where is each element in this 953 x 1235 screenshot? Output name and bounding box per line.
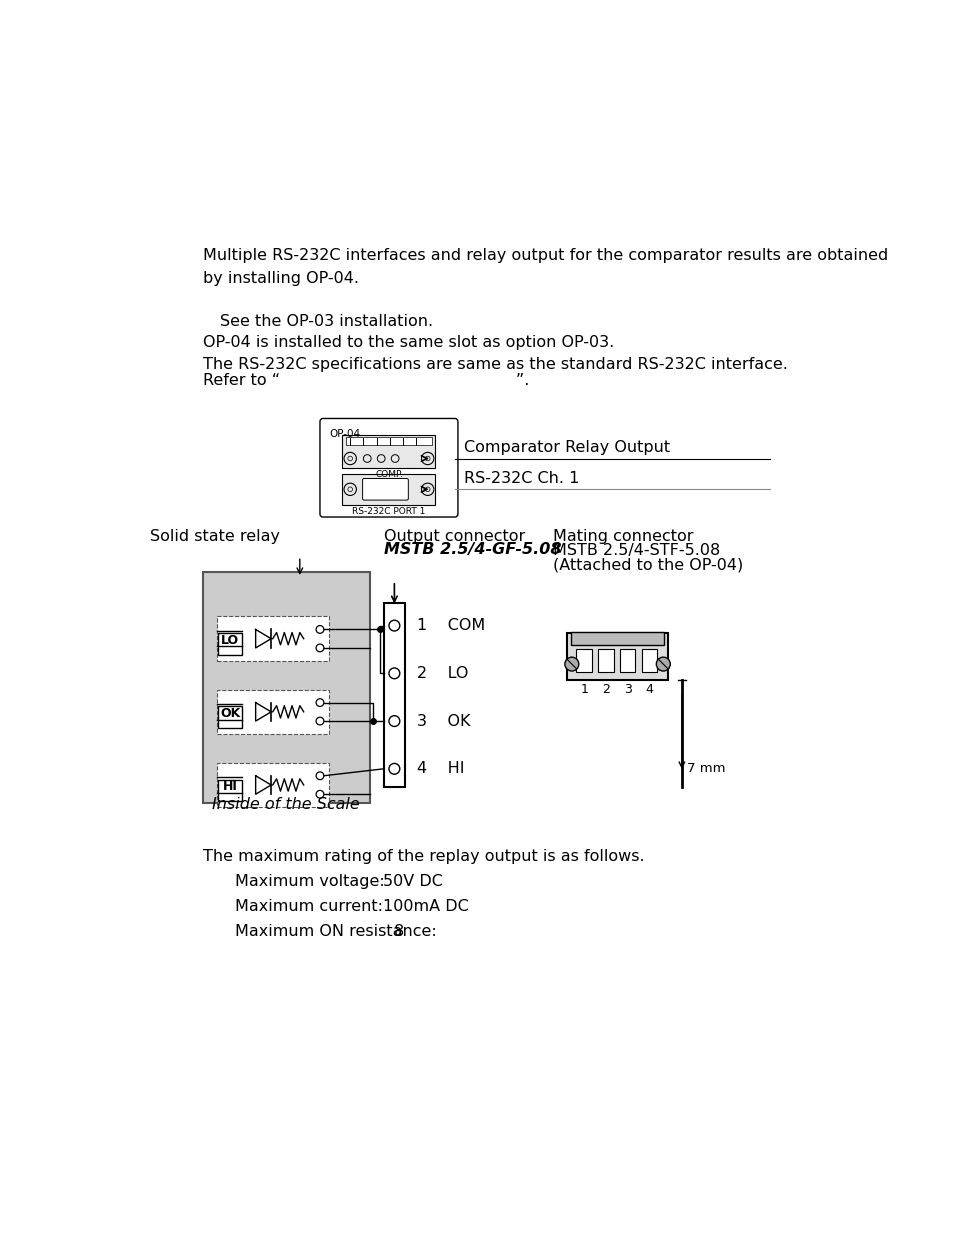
Text: 2    LO: 2 LO <box>416 666 468 680</box>
Text: OP-04 is installed to the same slot as option OP-03.: OP-04 is installed to the same slot as o… <box>203 336 614 351</box>
Text: RS-232C Ch. 1: RS-232C Ch. 1 <box>464 472 578 487</box>
Bar <box>346 437 431 445</box>
Bar <box>598 648 613 672</box>
Text: 4: 4 <box>645 683 653 697</box>
Text: 1    COM: 1 COM <box>416 618 484 634</box>
Text: Inside of the Scale: Inside of the Scale <box>213 797 360 811</box>
Text: 4    HI: 4 HI <box>416 761 464 777</box>
Text: OK: OK <box>220 706 240 720</box>
Text: LO: LO <box>221 634 239 647</box>
Bar <box>571 632 663 645</box>
Bar <box>218 706 241 727</box>
Bar <box>203 572 369 803</box>
Text: 7 mm: 7 mm <box>686 762 724 774</box>
Text: COMP.: COMP. <box>375 471 402 479</box>
Text: 50V DC: 50V DC <box>382 873 442 888</box>
Text: OP-04: OP-04 <box>329 430 360 440</box>
Text: The maximum rating of the replay output is as follows.: The maximum rating of the replay output … <box>203 848 644 864</box>
Text: Refer to “                                              ”.: Refer to “ ”. <box>203 373 529 388</box>
Text: See the OP-03 installation.: See the OP-03 installation. <box>220 314 433 329</box>
Text: Maximum voltage:: Maximum voltage: <box>235 873 385 888</box>
Bar <box>216 763 329 808</box>
Bar <box>342 474 435 505</box>
Bar <box>576 648 592 672</box>
Text: Solid state relay: Solid state relay <box>151 530 280 545</box>
Bar <box>342 436 435 468</box>
Text: 8: 8 <box>394 924 404 940</box>
Text: 2: 2 <box>601 683 609 697</box>
Text: Maximum ON resistance:: Maximum ON resistance: <box>235 924 436 940</box>
Bar <box>619 648 635 672</box>
Bar <box>216 689 329 734</box>
Text: MSTB 2.5/4-STF-5.08: MSTB 2.5/4-STF-5.08 <box>553 543 720 558</box>
Circle shape <box>564 657 578 671</box>
Bar <box>641 648 657 672</box>
Bar <box>218 634 241 655</box>
Text: (Attached to the OP-04): (Attached to the OP-04) <box>553 557 742 572</box>
Text: Maximum current:: Maximum current: <box>235 899 383 914</box>
Text: HI: HI <box>222 781 237 793</box>
Text: 100mA DC: 100mA DC <box>382 899 468 914</box>
Text: 3: 3 <box>623 683 631 697</box>
Text: The RS-232C specifications are same as the standard RS-232C interface.: The RS-232C specifications are same as t… <box>203 357 787 372</box>
Text: 1: 1 <box>579 683 588 697</box>
Text: MSTB 2.5/4-GF-5.08: MSTB 2.5/4-GF-5.08 <box>383 542 560 557</box>
FancyBboxPatch shape <box>362 478 408 500</box>
Bar <box>567 634 667 679</box>
Circle shape <box>656 657 670 671</box>
Text: Comparator Relay Output: Comparator Relay Output <box>464 441 670 456</box>
Text: Mating connector: Mating connector <box>553 530 693 545</box>
Bar <box>383 603 405 787</box>
Text: 3    OK: 3 OK <box>416 714 470 729</box>
Bar <box>216 616 329 661</box>
Bar <box>218 779 241 802</box>
FancyBboxPatch shape <box>319 419 457 517</box>
Text: Output connector: Output connector <box>383 530 524 545</box>
Text: Multiple RS-232C interfaces and relay output for the comparator results are obta: Multiple RS-232C interfaces and relay ou… <box>203 248 887 285</box>
Text: RS-232C PORT 1: RS-232C PORT 1 <box>352 508 425 516</box>
